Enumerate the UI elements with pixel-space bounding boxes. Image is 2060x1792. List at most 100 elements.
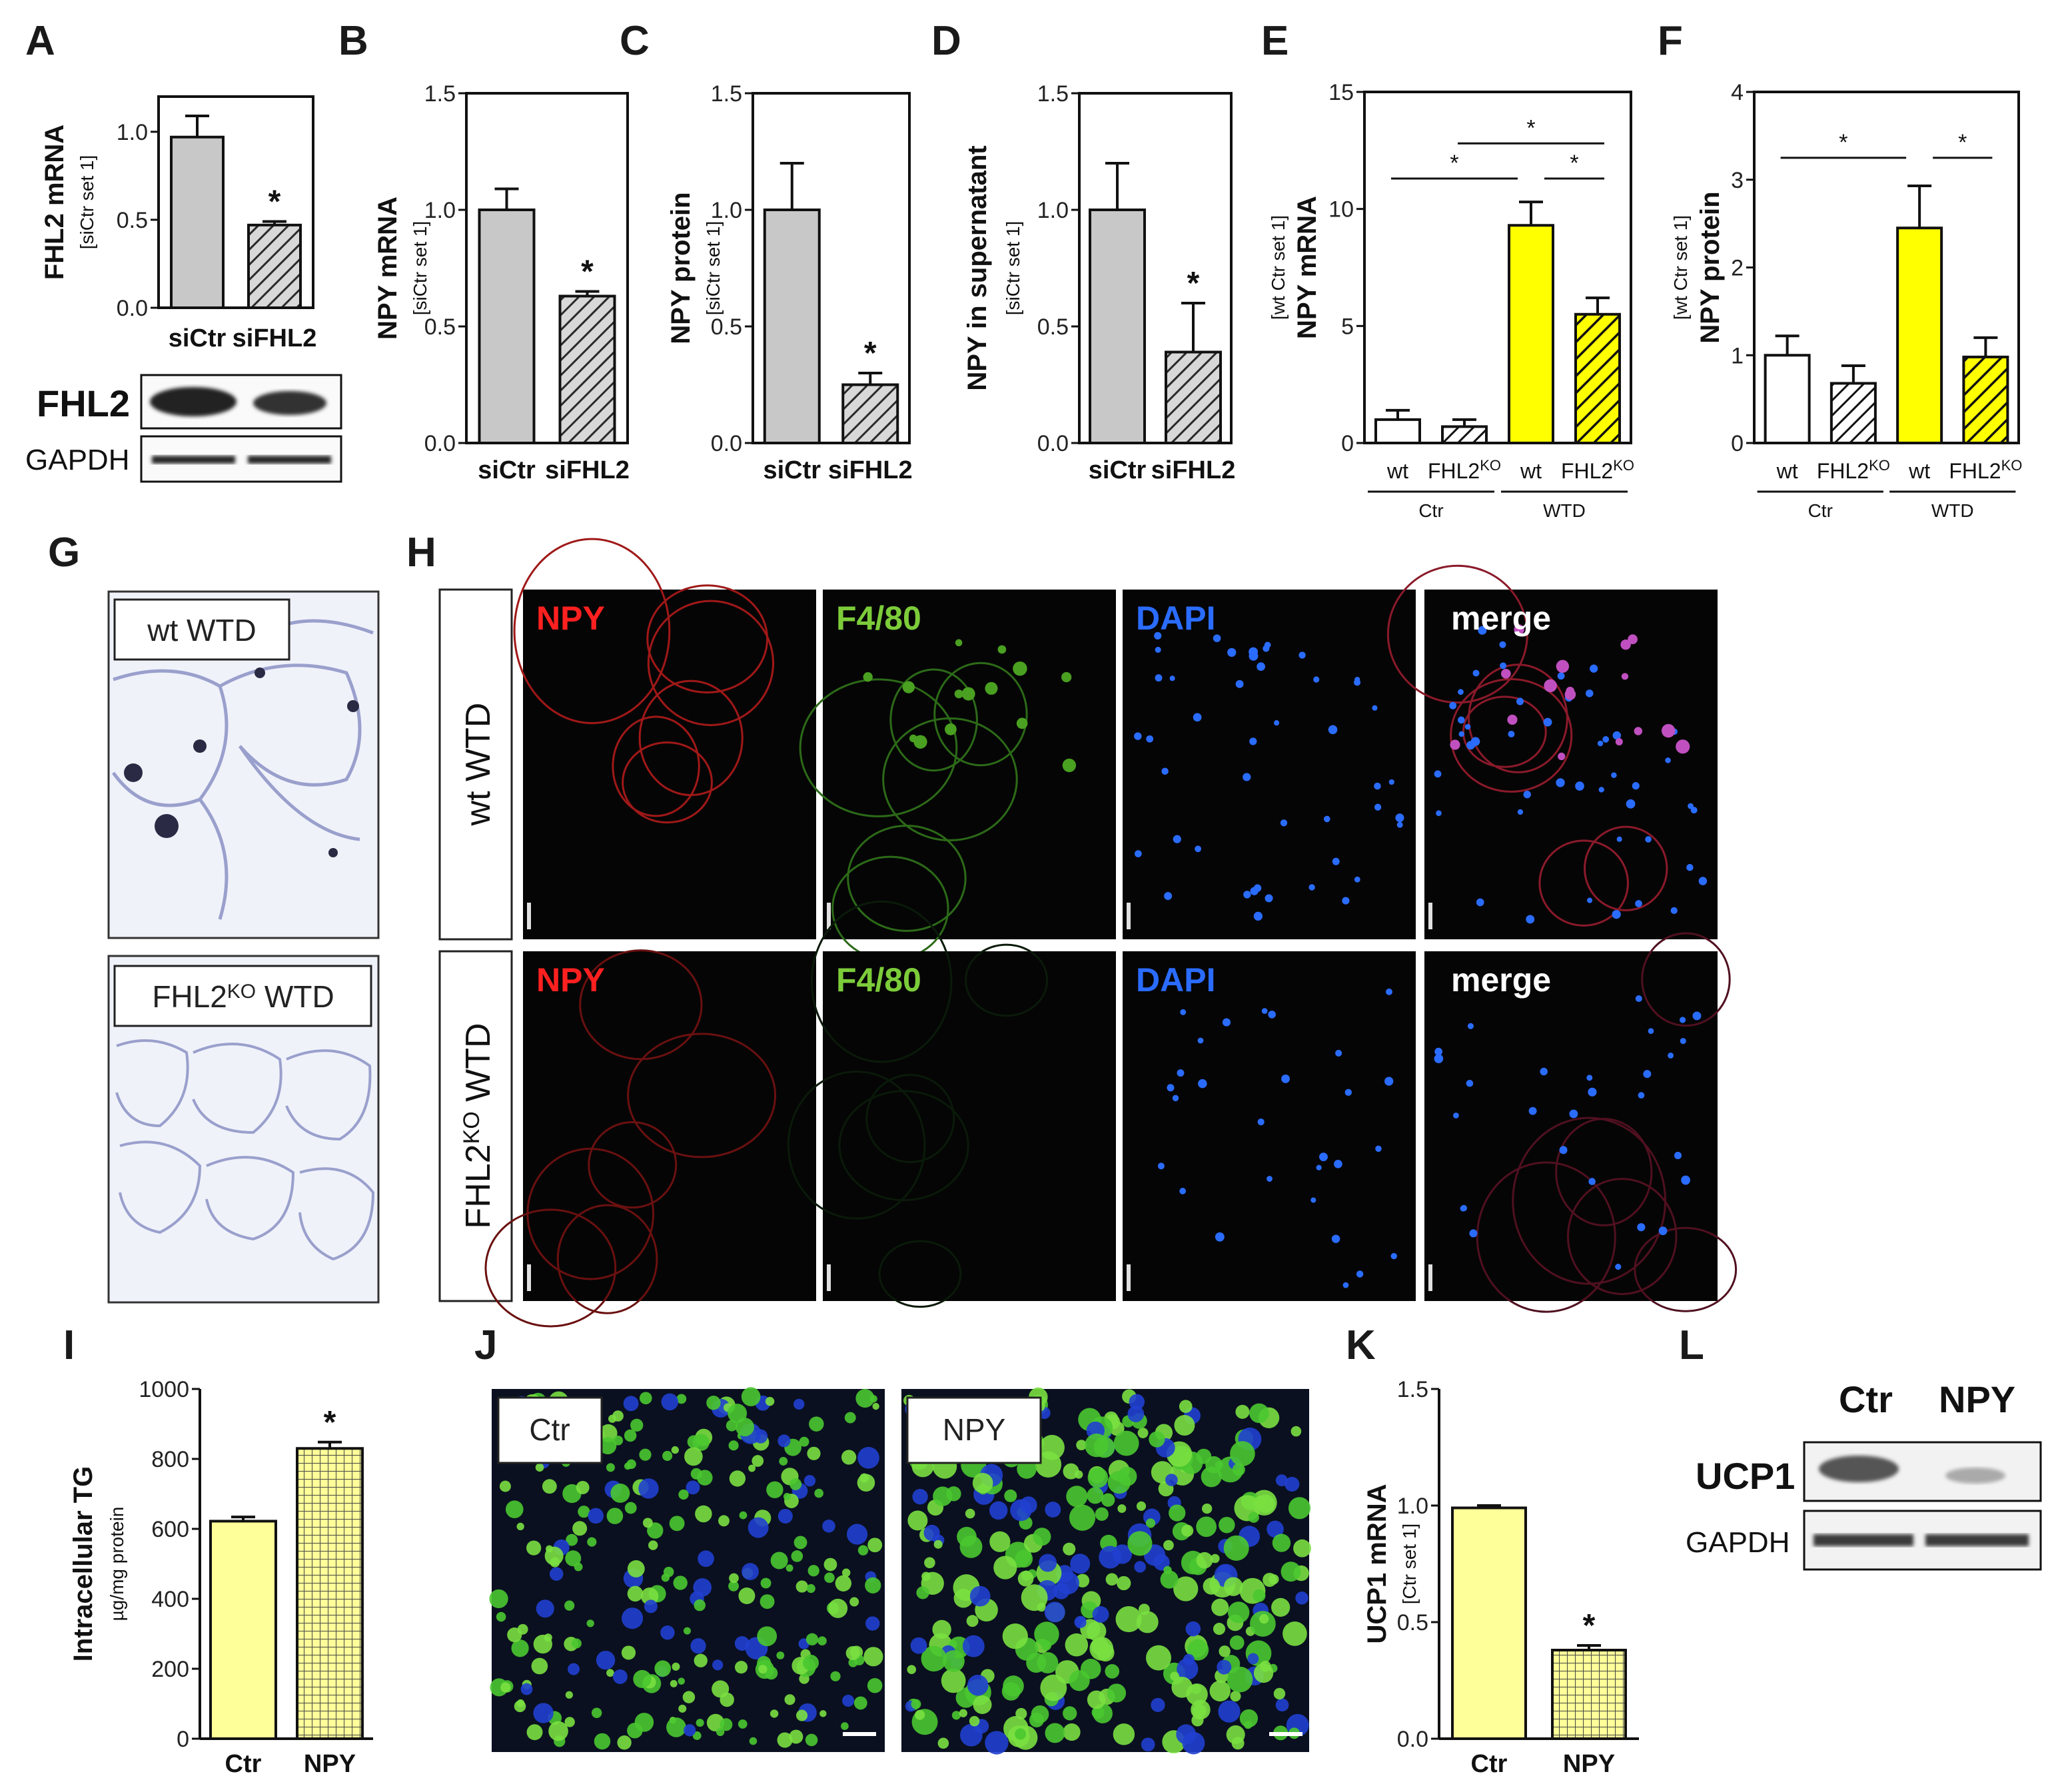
blot-a-gapdh-band-2 <box>248 456 331 464</box>
panel-letter-j: J <box>474 1322 497 1368</box>
nuclei <box>1434 995 1702 1270</box>
histology-h-tiles: NPY F4/80 DAPI merge NPY F4/80 DAPI merge <box>484 538 1738 1328</box>
scale-bar <box>527 903 531 929</box>
chart-a: 0.0 0.5 1.0 FHL2 mRNA [siCtr set 1] siCtr siFH… <box>40 95 317 352</box>
bar <box>209 1520 277 1740</box>
group-label: WTD <box>1931 500 1974 521</box>
histology-h-row-box-ko <box>438 950 513 1302</box>
y-tick-label: 1.5 <box>424 81 456 107</box>
y-tick-label: 0 <box>1731 431 1744 456</box>
x-category-label: wt <box>1908 459 1930 483</box>
histology-h-row-ko: FHL2KO WTD <box>459 1023 498 1228</box>
y-tick-label: 0.5 <box>1397 1610 1428 1635</box>
blot-l: Ctr NPY UCP1 GAPDH <box>1686 1378 2042 1571</box>
bar <box>1374 418 1421 444</box>
chart-frame <box>752 92 911 444</box>
histology-g: wt WTD FHL2KO WTD <box>107 590 380 1304</box>
histology-h-tile-0-2: DAPI <box>1123 590 1416 939</box>
x-category-label: Ctr <box>225 1750 262 1778</box>
scale-bar <box>827 1264 831 1291</box>
y-tick-label: 1.5 <box>711 81 742 107</box>
scale-bar <box>1428 903 1432 929</box>
chart-frame <box>157 95 314 309</box>
y-axis-label: Intracellular TG <box>69 1466 98 1661</box>
panel-letter-b: B <box>338 18 368 64</box>
histology-j-scalebar-ctr <box>843 1732 876 1736</box>
chart-frame <box>1078 92 1233 444</box>
x-category-label: FHL2KO <box>1428 457 1501 483</box>
y-tick-label: 1.0 <box>1397 1494 1428 1519</box>
significance-star: * <box>581 254 594 290</box>
significance-star: * <box>1570 151 1578 176</box>
histology-j-label-box-npy <box>906 1396 1042 1464</box>
x-category-label: wt <box>1520 459 1542 483</box>
y-tick-label: 5 <box>1341 314 1354 339</box>
x-category-label: NPY <box>304 1750 356 1778</box>
panel-letter-a: A <box>25 18 55 64</box>
channel-label: NPY <box>536 600 605 637</box>
y-axis-sublabel: [wt Ctr set 1] <box>1268 215 1288 320</box>
bar <box>170 135 225 309</box>
panel-letter-l: L <box>1679 1322 1704 1368</box>
histology-h-tile-1-1: F4/80 <box>787 900 1116 1308</box>
bar <box>1508 224 1554 444</box>
histology-g-cells-wt <box>111 619 374 920</box>
bar <box>841 383 899 444</box>
significance-star: * <box>1839 130 1847 155</box>
x-category-label: siFHL2 <box>233 324 317 352</box>
y-tick-label: 1.0 <box>1037 198 1069 223</box>
histology-g-label-ko: FHL2KO WTD <box>152 979 334 1014</box>
y-axis-label: NPY mRNA <box>1292 196 1322 339</box>
nuclei <box>1434 626 1708 924</box>
y-tick-label: 15 <box>1328 80 1354 105</box>
histology-g-label-box-wt <box>113 598 290 661</box>
cell-membranes <box>1386 564 1668 927</box>
bar <box>1441 425 1488 445</box>
blot-a-gapdh-band-1 <box>152 456 235 464</box>
tile-background <box>523 951 816 1301</box>
y-tick-label: 1.0 <box>117 120 148 145</box>
chart-frame <box>1363 91 1632 444</box>
x-category-label: siCtr <box>169 324 227 352</box>
y-axis-sublabel: [siCtr set 1] <box>1003 221 1023 316</box>
y-axis-label: NPY in supernatant <box>963 145 992 390</box>
scale-bar <box>827 903 831 929</box>
channel-label: F4/80 <box>836 961 921 999</box>
histology-g-nuclei-wt <box>124 668 359 857</box>
histology-g-label-wt: wt WTD <box>147 613 257 648</box>
histology-h-tile-1-2: DAPI <box>1123 951 1416 1301</box>
cell-membranes <box>799 662 1028 961</box>
y-axis-sublabel: [siCtr set 1] <box>410 221 430 316</box>
y-tick-label: 0.0 <box>1037 431 1069 456</box>
histology-j: Ctr NPY <box>489 1387 1311 1755</box>
y-tick-label: 0 <box>1341 431 1354 456</box>
channel-label: DAPI <box>1136 961 1215 999</box>
histology-j-label-ctr: Ctr <box>529 1412 570 1447</box>
cell-membranes <box>484 949 777 1328</box>
y-tick-label: 1.0 <box>424 198 456 223</box>
y-tick-label: 0.0 <box>424 431 456 456</box>
bar <box>296 1447 364 1740</box>
blot-l-row-gapdh: GAPDH <box>1686 1526 1790 1559</box>
chart-k: 0.0 0.5 1.0 1.5 UCP1 mRNA [Ctr set 1] Ctr NPY * <box>1362 1377 1639 1778</box>
tile-background <box>1123 951 1416 1301</box>
significance-star: * <box>864 336 877 371</box>
blot-l-gapdh-band-2 <box>1925 1534 2029 1546</box>
panel-letter-h: H <box>406 530 436 576</box>
y-tick-label: 1.5 <box>1397 1377 1428 1402</box>
blot-l-ucp1-band-1 <box>1819 1456 1899 1482</box>
chart-i: 0 200 400 600 800 1000 Intracellular TG µg/mg p… <box>69 1377 373 1778</box>
x-category-label: siFHL2 <box>828 456 913 484</box>
y-tick-label: 0.5 <box>117 208 148 233</box>
blot-a-row-fhl2: FHL2 <box>37 382 130 424</box>
group-label: Ctr <box>1808 500 1833 521</box>
y-tick-label: 0.0 <box>711 431 742 456</box>
y-tick-label: 0.5 <box>711 314 742 340</box>
macrophage-signal <box>863 639 1077 773</box>
blot-a-fhl2-band-2 <box>253 391 326 415</box>
y-tick-label: 0.5 <box>424 314 456 340</box>
bar <box>247 223 302 310</box>
blot-l-row-ucp1: UCP1 <box>1696 1455 1795 1497</box>
histology-j-scalebar-npy <box>1269 1732 1302 1736</box>
